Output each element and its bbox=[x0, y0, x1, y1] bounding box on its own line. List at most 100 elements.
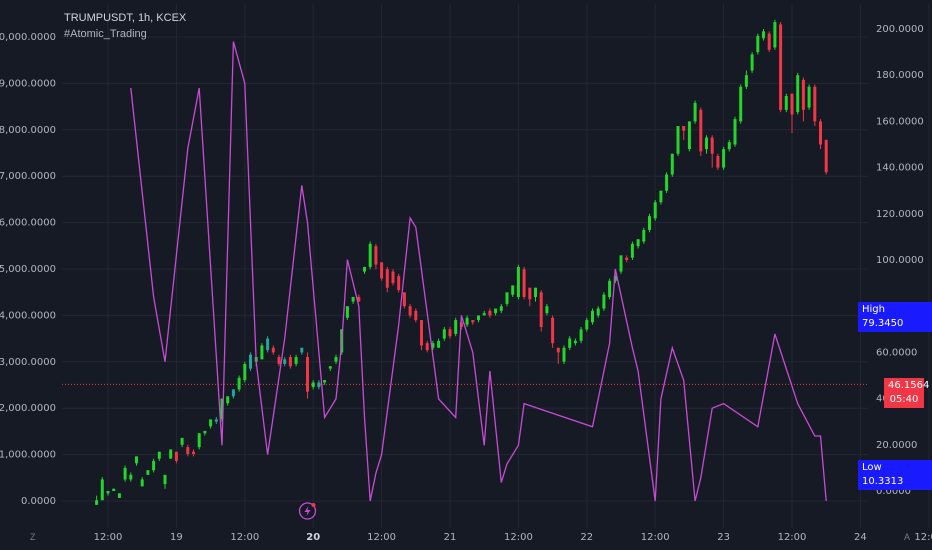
candle-body[interactable] bbox=[511, 285, 515, 295]
candle-body[interactable] bbox=[636, 239, 640, 247]
candle-body[interactable] bbox=[779, 24, 783, 110]
candle-body[interactable] bbox=[505, 292, 509, 304]
candle-body[interactable] bbox=[648, 216, 651, 230]
candle-body[interactable] bbox=[739, 86, 743, 122]
candle-body[interactable] bbox=[380, 262, 384, 279]
candle-body[interactable] bbox=[368, 243, 372, 267]
candle-body[interactable] bbox=[203, 430, 207, 434]
candle-body[interactable] bbox=[790, 93, 794, 115]
candle-body[interactable] bbox=[693, 102, 697, 122]
candle-body[interactable] bbox=[157, 451, 161, 459]
candle-body[interactable] bbox=[722, 149, 726, 168]
candle-body[interactable] bbox=[277, 357, 281, 364]
candle-body[interactable] bbox=[112, 488, 116, 491]
candle-body[interactable] bbox=[174, 451, 178, 461]
candle-body[interactable] bbox=[402, 292, 406, 307]
candle-body[interactable] bbox=[756, 35, 760, 53]
candle-body[interactable] bbox=[516, 266, 520, 297]
candle-body[interactable] bbox=[306, 357, 309, 392]
candle-body[interactable] bbox=[186, 447, 190, 455]
candle-body[interactable] bbox=[676, 126, 680, 154]
candle-body[interactable] bbox=[209, 419, 213, 427]
auto-scale-button[interactable]: A bbox=[904, 532, 911, 542]
candle-body[interactable] bbox=[146, 470, 150, 475]
candle-body[interactable] bbox=[214, 419, 218, 422]
candle-body[interactable] bbox=[288, 357, 292, 367]
candle-body[interactable] bbox=[499, 306, 503, 311]
candle-body[interactable] bbox=[699, 109, 703, 152]
candle-body[interactable] bbox=[180, 437, 184, 445]
candle-body[interactable] bbox=[397, 276, 401, 291]
candle-body[interactable] bbox=[619, 255, 623, 272]
candle-body[interactable] bbox=[271, 347, 275, 353]
candle-body[interactable] bbox=[283, 359, 287, 364]
candle-body[interactable] bbox=[710, 137, 714, 154]
candle-body[interactable] bbox=[169, 449, 173, 459]
candle-body[interactable] bbox=[334, 357, 338, 362]
candle-body[interactable] bbox=[226, 396, 230, 404]
candle-body[interactable] bbox=[477, 315, 480, 321]
candle-body[interactable] bbox=[442, 329, 446, 339]
candle-body[interactable] bbox=[608, 280, 612, 297]
candle-body[interactable] bbox=[807, 86, 811, 108]
candle-body[interactable] bbox=[123, 467, 127, 480]
candle-body[interactable] bbox=[408, 306, 412, 316]
candle-body[interactable] bbox=[437, 340, 441, 348]
candle-body[interactable] bbox=[585, 320, 589, 330]
candle-body[interactable] bbox=[197, 433, 201, 448]
candle-body[interactable] bbox=[796, 75, 800, 113]
candle-body[interactable] bbox=[152, 460, 156, 471]
candle-body[interactable] bbox=[135, 456, 138, 464]
candle-body[interactable] bbox=[596, 308, 600, 316]
candle-body[interactable] bbox=[813, 86, 817, 122]
candle-body[interactable] bbox=[260, 345, 264, 360]
candle-body[interactable] bbox=[482, 313, 486, 316]
candle-body[interactable] bbox=[431, 343, 435, 348]
candle-body[interactable] bbox=[670, 153, 674, 175]
candle-body[interactable] bbox=[613, 276, 617, 281]
candle-body[interactable] bbox=[454, 320, 458, 334]
symbol-title[interactable]: TRUMPUSDT, 1h, KCEX bbox=[64, 12, 187, 24]
candle-body[interactable] bbox=[243, 363, 247, 381]
candle-body[interactable] bbox=[819, 121, 822, 145]
candle-body[interactable] bbox=[385, 269, 389, 288]
candle-body[interactable] bbox=[448, 329, 452, 337]
candle-body[interactable] bbox=[801, 79, 805, 110]
candle-body[interactable] bbox=[425, 343, 429, 351]
candle-body[interactable] bbox=[744, 75, 748, 87]
candle-body[interactable] bbox=[602, 294, 606, 309]
candle-body[interactable] bbox=[266, 338, 270, 351]
candle-body[interactable] bbox=[545, 306, 549, 314]
candle-body[interactable] bbox=[659, 190, 663, 203]
candle-body[interactable] bbox=[106, 491, 110, 494]
candle-body[interactable] bbox=[630, 243, 634, 258]
candle-body[interactable] bbox=[784, 95, 788, 110]
candle-body[interactable] bbox=[705, 137, 708, 150]
candle-body[interactable] bbox=[653, 202, 657, 219]
candle-body[interactable] bbox=[323, 380, 327, 383]
candle-body[interactable] bbox=[220, 398, 224, 420]
candle-body[interactable] bbox=[129, 474, 133, 480]
candle-body[interactable] bbox=[687, 121, 691, 150]
candle-body[interactable] bbox=[465, 317, 469, 325]
candle-body[interactable] bbox=[733, 119, 737, 145]
indicator-line[interactable] bbox=[130, 41, 827, 502]
candle-body[interactable] bbox=[591, 310, 594, 323]
candle-body[interactable] bbox=[163, 474, 167, 485]
candle-body[interactable] bbox=[317, 382, 321, 388]
candle-body[interactable] bbox=[357, 296, 361, 302]
candle-body[interactable] bbox=[237, 377, 241, 390]
candle-body[interactable] bbox=[192, 451, 195, 455]
candle-body[interactable] bbox=[391, 271, 395, 284]
candle-body[interactable] bbox=[568, 338, 572, 348]
candle-body[interactable] bbox=[311, 382, 315, 388]
candle-body[interactable] bbox=[642, 229, 646, 242]
candle-body[interactable] bbox=[727, 142, 731, 150]
candle-body[interactable] bbox=[140, 479, 144, 487]
candle-body[interactable] bbox=[528, 287, 532, 300]
candle-body[interactable] bbox=[767, 33, 771, 50]
candle-body[interactable] bbox=[573, 340, 577, 344]
candle-body[interactable] bbox=[345, 306, 349, 318]
candle-body[interactable] bbox=[294, 357, 298, 364]
